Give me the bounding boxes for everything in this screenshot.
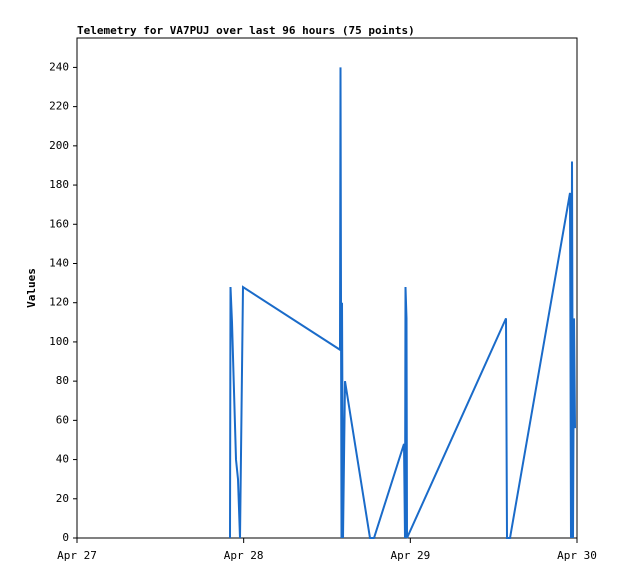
y-tick-label: 40 [56, 453, 69, 466]
y-tick-label: 200 [49, 139, 69, 152]
x-tick-label: Apr 29 [390, 549, 430, 562]
plot-frame [76, 37, 578, 539]
y-tick-label: 20 [56, 492, 69, 505]
y-axis-label: Values [25, 268, 38, 308]
y-tick-label: 80 [56, 374, 69, 387]
y-tick-label: 0 [62, 531, 69, 544]
y-tick-label: 120 [49, 296, 69, 309]
x-tick-label: Apr 27 [57, 549, 97, 562]
x-tick-label: Apr 30 [557, 549, 597, 562]
x-tick-label: Apr 28 [224, 549, 264, 562]
data-line [229, 67, 576, 539]
y-tick-label: 160 [49, 217, 69, 230]
y-tick-label: 100 [49, 335, 69, 348]
y-tick-label: 180 [49, 178, 69, 191]
y-tick-label: 140 [49, 256, 69, 269]
y-tick-label: 60 [56, 413, 69, 426]
y-tick-label: 220 [49, 100, 69, 113]
chart-title: Telemetry for VA7PUJ over last 96 hours … [77, 24, 415, 37]
y-tick-label: 240 [49, 60, 69, 73]
